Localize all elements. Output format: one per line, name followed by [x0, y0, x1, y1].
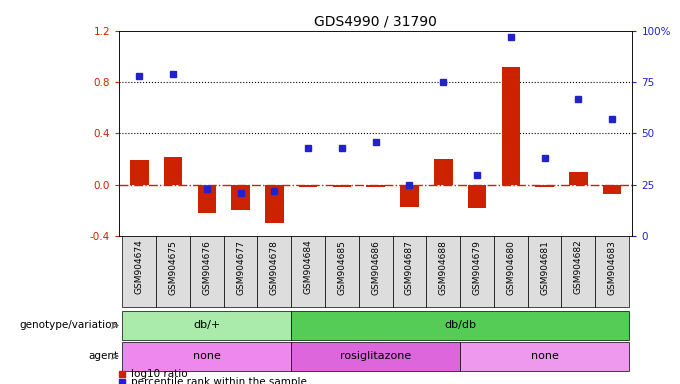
Bar — [434, 159, 453, 185]
Bar — [291, 236, 325, 307]
Bar — [130, 161, 148, 185]
Text: log10 ratio: log10 ratio — [131, 369, 187, 379]
Text: none: none — [530, 351, 558, 361]
Bar — [569, 172, 588, 185]
Bar — [164, 157, 182, 185]
Bar — [325, 236, 359, 307]
Bar — [359, 236, 392, 307]
Bar — [528, 236, 562, 307]
Bar — [392, 236, 426, 307]
Bar — [426, 236, 460, 307]
Bar — [122, 342, 291, 371]
Text: none: none — [193, 351, 221, 361]
Text: GSM904674: GSM904674 — [135, 240, 143, 295]
Text: db/+: db/+ — [193, 320, 220, 331]
Text: GSM904675: GSM904675 — [169, 240, 177, 295]
Text: GSM904688: GSM904688 — [439, 240, 447, 295]
Bar — [265, 185, 284, 223]
Text: GSM904680: GSM904680 — [507, 240, 515, 295]
Text: rosiglitazone: rosiglitazone — [340, 351, 411, 361]
Text: GSM904678: GSM904678 — [270, 240, 279, 295]
Bar — [460, 342, 629, 371]
Bar — [595, 236, 629, 307]
Bar — [190, 236, 224, 307]
Text: GSM904685: GSM904685 — [337, 240, 346, 295]
Text: GSM904676: GSM904676 — [203, 240, 211, 295]
Bar — [502, 67, 520, 185]
Text: GSM904684: GSM904684 — [304, 240, 313, 295]
Text: GSM904681: GSM904681 — [540, 240, 549, 295]
Text: genotype/variation: genotype/variation — [19, 320, 118, 331]
Bar — [299, 185, 318, 187]
Text: db/db: db/db — [444, 320, 476, 331]
Bar — [258, 236, 291, 307]
Bar — [468, 185, 486, 208]
Bar — [367, 185, 385, 187]
Bar — [401, 185, 419, 207]
Title: GDS4990 / 31790: GDS4990 / 31790 — [314, 14, 437, 28]
Bar — [460, 236, 494, 307]
Text: GSM904683: GSM904683 — [608, 240, 617, 295]
Bar — [156, 236, 190, 307]
Bar — [562, 236, 595, 307]
Text: agent: agent — [88, 351, 118, 361]
Bar — [603, 185, 622, 194]
Bar — [494, 236, 528, 307]
Bar — [122, 236, 156, 307]
Text: GSM904687: GSM904687 — [405, 240, 414, 295]
Text: GSM904686: GSM904686 — [371, 240, 380, 295]
Bar — [122, 311, 291, 340]
Bar — [224, 236, 258, 307]
Bar — [231, 185, 250, 210]
Bar — [291, 342, 460, 371]
Text: GSM904679: GSM904679 — [473, 240, 481, 295]
Bar — [197, 185, 216, 213]
Bar — [333, 185, 351, 187]
Text: percentile rank within the sample: percentile rank within the sample — [131, 377, 307, 384]
Bar — [291, 311, 629, 340]
Bar — [535, 185, 554, 187]
Text: GSM904677: GSM904677 — [236, 240, 245, 295]
Text: GSM904682: GSM904682 — [574, 240, 583, 295]
